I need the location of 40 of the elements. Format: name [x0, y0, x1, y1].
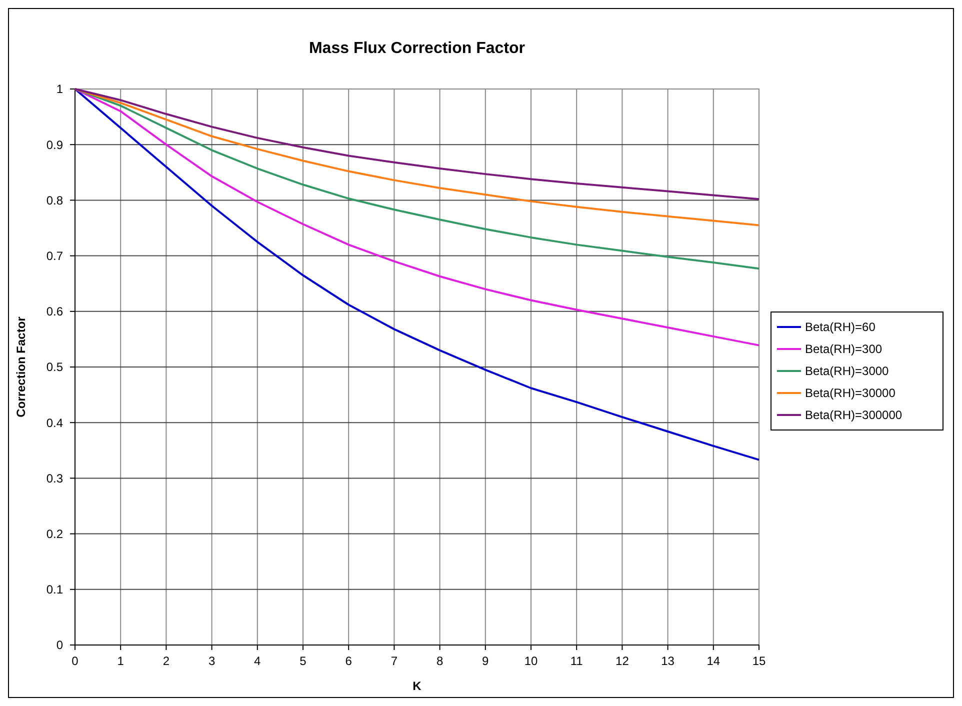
line-series: [74, 88, 760, 461]
line-series: [74, 88, 760, 270]
y-tick-label: 0.8: [46, 193, 64, 208]
y-tick-label: 0.2: [46, 527, 64, 541]
legend-label: Beta(RH)=3000: [805, 364, 890, 378]
y-tick-label: 0.1: [46, 582, 64, 597]
x-tick-label: 12: [616, 654, 630, 668]
chart-title: Mass Flux Correction Factor: [308, 40, 526, 57]
x-tick-label: 5: [300, 654, 307, 668]
x-tick-label: 11: [570, 654, 584, 668]
x-tick-label: 8: [436, 654, 444, 668]
x-tick-label: 2: [162, 654, 170, 668]
x-tick-label: 3: [208, 654, 216, 668]
x-tick-label: 14: [706, 654, 720, 668]
x-tick-label: 1: [117, 654, 124, 668]
x-tick-label: 13: [661, 654, 675, 668]
x-tick-label: 4: [254, 654, 262, 668]
x-axis-title: K: [412, 679, 422, 693]
y-tick-label: 0.3: [46, 471, 64, 486]
x-tick-label: 0: [72, 654, 79, 668]
y-tick-label: 0.5: [46, 360, 64, 374]
legend-label: Beta(RH)=300: [805, 342, 882, 356]
y-tick-label: 0: [56, 638, 64, 652]
x-tick-label: 9: [482, 654, 490, 668]
line-series: [74, 88, 760, 200]
x-tick-label: 6: [345, 654, 352, 668]
legend-label: Beta(RH)=30000: [805, 386, 896, 400]
y-tick-label: 0.9: [46, 138, 64, 152]
y-tick-label: 1: [56, 82, 64, 96]
legend-label: Beta(RH)=300000: [805, 408, 902, 422]
y-tick-label: 0.4: [46, 416, 64, 430]
y-axis-title: Correction Factor: [14, 316, 28, 418]
y-tick-label: 0.7: [46, 249, 64, 263]
legend-label: Beta(RH)=60: [805, 320, 876, 334]
x-tick-label: 15: [752, 654, 766, 668]
line-series: [74, 88, 760, 226]
x-tick-label: 7: [390, 654, 398, 668]
x-tick-label: 10: [524, 654, 538, 668]
y-tick-label: 0.6: [46, 304, 64, 319]
line-series: [74, 88, 760, 346]
